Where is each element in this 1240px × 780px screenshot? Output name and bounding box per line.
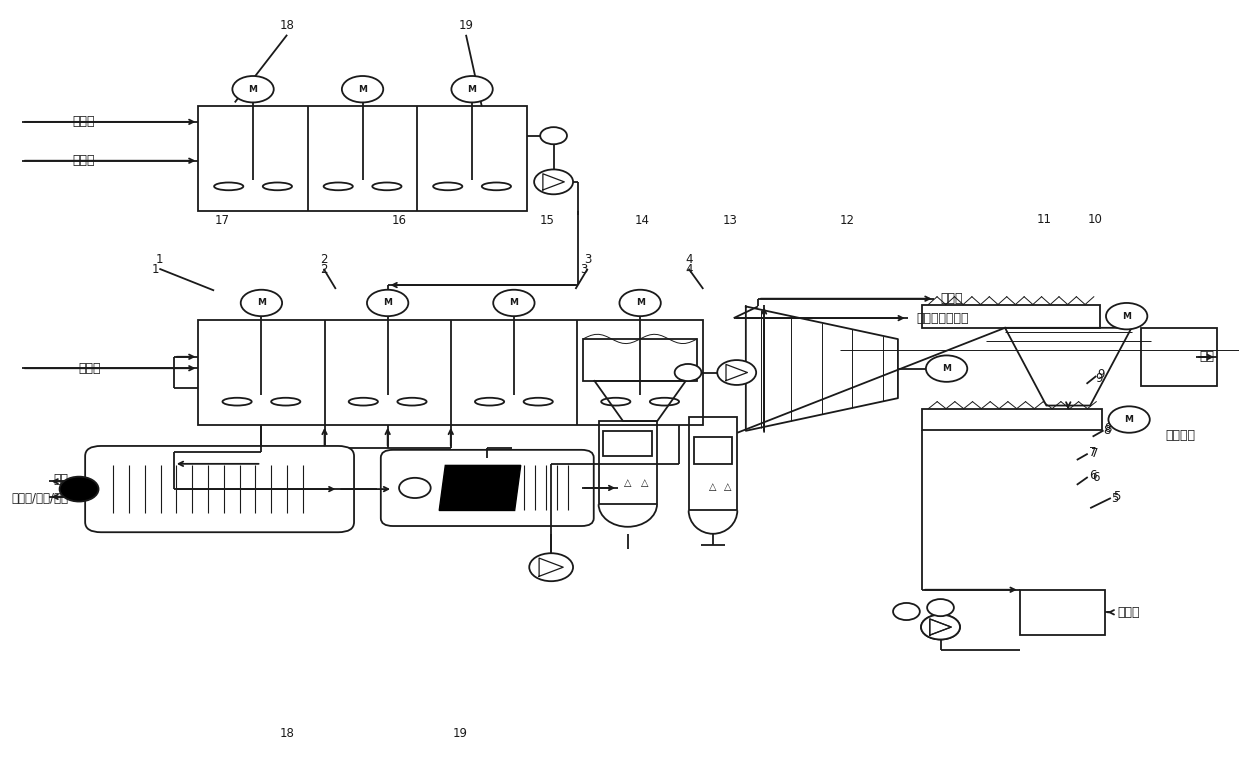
Text: 4: 4	[684, 263, 692, 276]
Text: 14: 14	[635, 214, 650, 227]
Text: 9: 9	[1097, 368, 1105, 381]
Text: 4: 4	[684, 254, 692, 267]
Circle shape	[60, 477, 98, 502]
Text: 17: 17	[215, 214, 231, 227]
Circle shape	[1109, 406, 1149, 433]
Text: 16: 16	[392, 214, 407, 227]
Text: 7: 7	[1089, 445, 1096, 459]
Polygon shape	[439, 466, 521, 510]
Text: M: M	[942, 364, 951, 373]
Circle shape	[534, 169, 573, 194]
Bar	[599, 421, 657, 504]
Bar	[693, 437, 733, 464]
Text: 空气: 空气	[1199, 350, 1215, 363]
Circle shape	[921, 615, 960, 640]
Text: M: M	[636, 299, 645, 307]
Bar	[604, 431, 652, 456]
Bar	[583, 339, 697, 381]
Circle shape	[926, 356, 967, 382]
Circle shape	[921, 615, 960, 640]
Text: 1: 1	[155, 254, 164, 267]
Text: 5: 5	[1114, 490, 1121, 503]
Text: △: △	[709, 482, 717, 492]
Text: 13: 13	[723, 214, 738, 227]
Circle shape	[1106, 303, 1147, 329]
Text: 19: 19	[459, 20, 474, 33]
Text: 3: 3	[584, 254, 591, 267]
Circle shape	[367, 289, 408, 316]
Circle shape	[399, 478, 430, 498]
Text: 3: 3	[580, 263, 588, 276]
Text: 9: 9	[1095, 372, 1102, 385]
Circle shape	[451, 76, 492, 102]
Text: 18: 18	[280, 20, 295, 33]
Text: M: M	[467, 85, 476, 94]
Text: M: M	[257, 299, 265, 307]
Text: 自来水: 自来水	[1117, 606, 1140, 619]
Circle shape	[620, 289, 661, 316]
Text: M: M	[1125, 415, 1133, 424]
Text: △: △	[641, 478, 649, 488]
Text: 18: 18	[280, 727, 295, 740]
Text: M: M	[510, 299, 518, 307]
Bar	[198, 320, 703, 425]
Text: 絮凝剂: 絮凝剂	[72, 115, 95, 129]
Text: 5: 5	[1111, 492, 1118, 505]
Text: M: M	[248, 85, 258, 94]
Text: 6: 6	[1089, 469, 1096, 482]
Text: 1: 1	[153, 263, 160, 276]
Text: 11: 11	[1037, 212, 1052, 225]
Circle shape	[717, 360, 756, 385]
Circle shape	[232, 76, 274, 102]
Circle shape	[928, 599, 954, 616]
Text: △: △	[724, 482, 732, 492]
Text: 天然气/重油/轻油: 天然气/重油/轻油	[11, 492, 68, 505]
Text: 罐底泥: 罐底泥	[78, 362, 100, 374]
Text: 8: 8	[1105, 422, 1112, 435]
Text: 10: 10	[1087, 212, 1102, 225]
Text: 污油池: 污油池	[940, 292, 963, 305]
Bar	[923, 304, 1100, 328]
Text: 灰渣堆场: 灰渣堆场	[1166, 428, 1195, 441]
Text: 15: 15	[541, 214, 556, 227]
Circle shape	[494, 289, 534, 316]
Circle shape	[241, 289, 283, 316]
Text: △: △	[624, 478, 631, 488]
FancyBboxPatch shape	[381, 450, 594, 526]
Text: M: M	[383, 299, 392, 307]
Text: 2: 2	[320, 263, 327, 276]
FancyBboxPatch shape	[86, 446, 355, 532]
Bar	[1019, 590, 1105, 635]
Circle shape	[342, 76, 383, 102]
Text: 7: 7	[1091, 447, 1099, 460]
Text: M: M	[1122, 312, 1131, 321]
Bar	[198, 106, 527, 211]
Text: 污水联合处理站: 污水联合处理站	[916, 311, 968, 324]
Bar	[688, 417, 738, 510]
Text: 自来水: 自来水	[72, 154, 95, 167]
Text: 19: 19	[453, 727, 467, 740]
Circle shape	[529, 553, 573, 581]
Text: M: M	[358, 85, 367, 94]
Text: 8: 8	[1104, 424, 1111, 437]
Circle shape	[675, 364, 702, 381]
Text: 6: 6	[1092, 470, 1100, 484]
Text: 12: 12	[839, 214, 854, 227]
Circle shape	[893, 603, 920, 620]
Bar	[1141, 328, 1216, 386]
Circle shape	[541, 127, 567, 144]
Text: 2: 2	[320, 254, 327, 267]
Text: 板水: 板水	[53, 473, 68, 486]
Bar	[923, 409, 1102, 431]
